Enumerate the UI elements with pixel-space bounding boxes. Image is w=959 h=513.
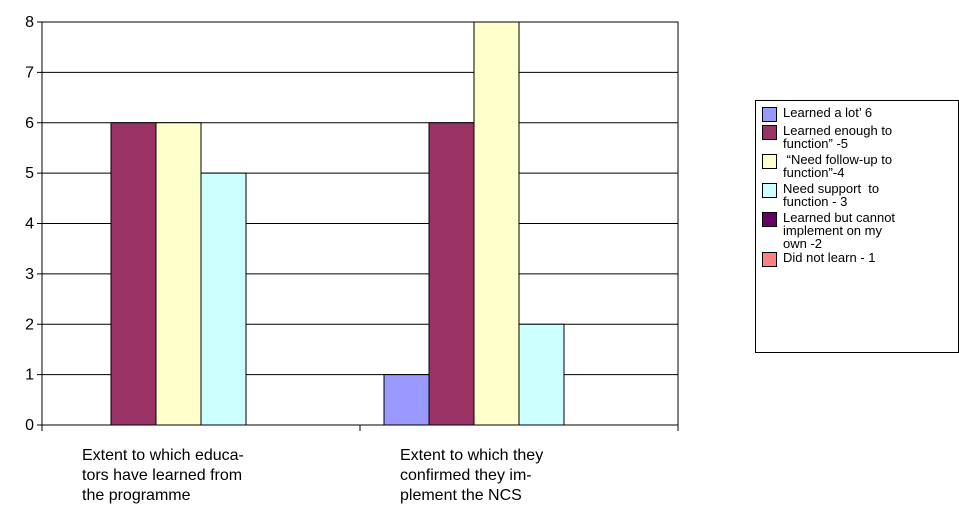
legend-item: Learned a lot’ 6 (762, 106, 872, 122)
legend-swatch (762, 107, 777, 122)
legend-label-line: Learned enough to (783, 123, 893, 138)
legend-item: Learned but cannot implement on my own -2 (762, 211, 895, 250)
legend-label-line: Learned a lot’ 6 (783, 105, 873, 120)
bar (110, 122, 157, 426)
y-tick-label: 2 (25, 316, 34, 333)
bar (155, 122, 202, 426)
legend-label-line: “Need follow-up to (783, 152, 893, 167)
legend-label-line: Learned but cannot (783, 210, 896, 225)
legend-label-line: function - 3 (783, 194, 848, 209)
y-tick-label: 5 (25, 165, 34, 182)
bar (518, 323, 565, 426)
y-tick-label: 1 (25, 367, 34, 384)
legend-item: Need support to function - 3 (762, 182, 879, 208)
bar (200, 172, 247, 426)
y-tick-labels: 0 1 2 3 4 5 6 7 8 (25, 14, 34, 434)
legend-label: “Need follow-up to function”-4 (783, 153, 892, 179)
legend-label: Need support to function - 3 (783, 182, 879, 208)
legend-label-line: Did not learn - 1 (783, 250, 876, 265)
category-label: confirmed they im- (400, 467, 532, 484)
bar (383, 374, 430, 426)
legend-label: Learned a lot’ 6 (783, 106, 872, 119)
y-tick-label: 0 (25, 417, 34, 434)
bar (428, 122, 475, 426)
category-label: Extent to which educa- (82, 447, 244, 464)
legend-label: Learned but cannot implement on my own -2 (783, 211, 895, 250)
category-label: plement the NCS (400, 487, 522, 504)
y-tick-label: 7 (25, 64, 34, 81)
axes (37, 21, 679, 431)
legend-swatch (762, 183, 777, 198)
legend-label: Learned enough to function” -5 (783, 124, 892, 150)
legend-label: Did not learn - 1 (783, 251, 876, 264)
legend-label-line: implement on my (783, 223, 882, 238)
y-tick-label: 8 (25, 14, 34, 31)
legend: Learned a lot’ 6 Learned enough to functio… (755, 100, 959, 353)
y-tick-label: 3 (25, 266, 34, 283)
legend-label-line: Need support to (783, 181, 880, 196)
category-label: Extent to which they (400, 447, 543, 464)
category-labels: Extent to which educa-tors have learned … (82, 447, 543, 504)
bar (473, 21, 520, 426)
legend-swatch (762, 212, 777, 227)
category-label: tors have learned from (82, 467, 242, 484)
legend-item: Did not learn - 1 (762, 251, 876, 267)
y-tick-label: 6 (25, 115, 34, 132)
category-label: the programme (82, 487, 191, 504)
legend-swatch (762, 252, 777, 267)
legend-swatch (762, 154, 777, 169)
legend-swatch (762, 125, 777, 140)
y-tick-label: 4 (25, 216, 34, 233)
legend-label-line: function” -5 (783, 136, 849, 151)
legend-label-line: own -2 (783, 236, 823, 251)
legend-item: Learned enough to function” -5 (762, 124, 892, 150)
bars (110, 21, 565, 426)
legend-label-line: function”-4 (783, 165, 845, 180)
legend-item: “Need follow-up to function”-4 (762, 153, 892, 179)
